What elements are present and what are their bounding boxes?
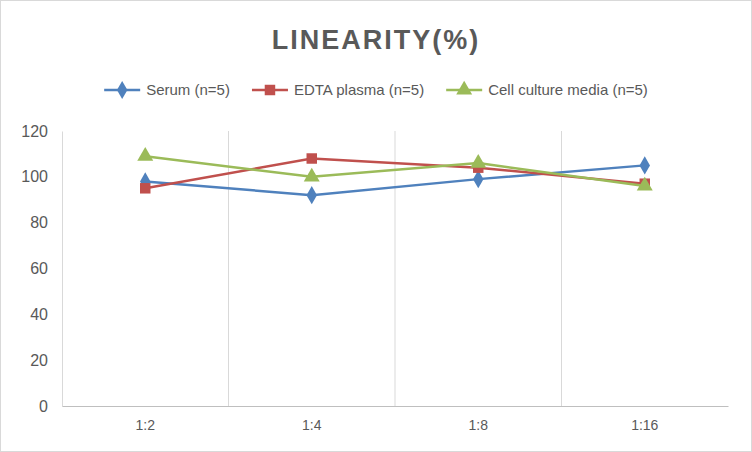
title: LINEARITY(%) [272, 25, 481, 55]
marker [137, 147, 153, 161]
x-tick: 1:2 [136, 406, 156, 433]
marker [304, 168, 320, 182]
marker [307, 153, 317, 163]
y-tick-label: 40 [30, 306, 48, 323]
grid-line [395, 131, 396, 406]
y-axis-line [62, 132, 63, 407]
y-tick: 100 [21, 168, 62, 185]
marker [640, 156, 650, 174]
y-tick-label: 20 [30, 352, 48, 369]
series-line [145, 159, 645, 189]
legend-label: EDTA plasma (n=5) [294, 81, 424, 98]
y-tick: 0 [39, 398, 62, 415]
legend-label: Cell culture media (n=5) [488, 81, 648, 98]
x-tick-label: 1:16 [631, 417, 658, 433]
series-line [145, 156, 645, 186]
legend-item: EDTA plasma (n=5) [252, 81, 424, 98]
y-tick: 40 [30, 306, 62, 323]
x-tick-label: 1:8 [469, 417, 489, 433]
legend: Serum (n=5) EDTA plasma (n=5) Cell culture… [104, 81, 648, 99]
y-tick-label: 120 [21, 123, 48, 140]
chart-border [1, 1, 752, 452]
x-axis-line [63, 406, 729, 407]
chart: LINEARITY(%) 0 20 40 60 80 100 120 1:2 1:4 1:8 1:16… [0, 0, 752, 452]
x-axis: 1:2 1:4 1:8 1:16 [63, 406, 729, 433]
legend-marker [456, 81, 472, 95]
x-tick-label: 1:2 [136, 417, 156, 433]
marker [307, 186, 317, 204]
y-tick: 120 [21, 123, 62, 140]
y-tick: 60 [30, 260, 62, 277]
marker [140, 183, 150, 193]
y-tick-label: 60 [30, 260, 48, 277]
legend-marker [117, 81, 127, 99]
y-tick: 80 [30, 214, 62, 231]
x-tick-label: 1:4 [302, 417, 322, 433]
marker [470, 154, 486, 168]
marker [637, 177, 653, 191]
x-tick: 1:8 [469, 406, 489, 433]
y-tick-label: 80 [30, 214, 48, 231]
x-tick: 1:16 [631, 406, 658, 433]
legend-item: Cell culture media (n=5) [446, 81, 648, 98]
y-tick: 20 [30, 352, 62, 369]
plot [137, 147, 652, 204]
y-tick-label: 100 [21, 168, 48, 185]
legend-marker [265, 85, 275, 95]
x-tick: 1:4 [302, 406, 322, 433]
legend-item: Serum (n=5) [104, 81, 230, 99]
y-axis: 0 20 40 60 80 100 120 [21, 123, 62, 415]
y-tick-label: 0 [39, 398, 48, 415]
legend-label: Serum (n=5) [146, 81, 230, 98]
